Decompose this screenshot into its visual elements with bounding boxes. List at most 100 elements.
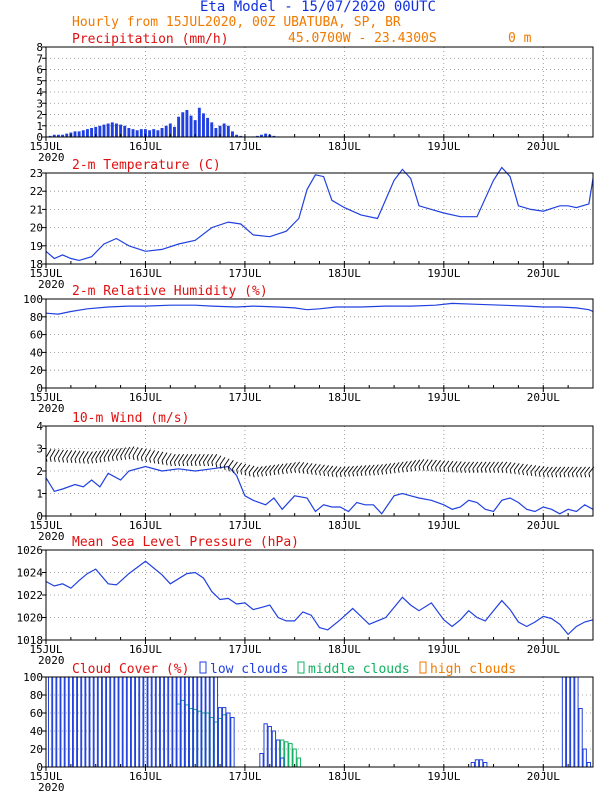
y-tick-label: 1026 [17, 544, 44, 557]
wind-barb-tail [455, 468, 458, 473]
low-cloud-bar [217, 707, 223, 768]
wind-barb-tail [128, 455, 131, 460]
wind-barb [472, 461, 479, 470]
y-tick-label: 60 [30, 707, 43, 720]
low-cloud-bar [574, 676, 579, 768]
wind-barb-tail [120, 456, 123, 461]
wind-barb-tail [393, 469, 396, 474]
wind-barb [534, 465, 541, 473]
wind-barb [45, 448, 52, 458]
wind-barb [157, 451, 164, 461]
wind-barb-tail [356, 472, 359, 477]
low-cloud-bar [81, 676, 86, 768]
wind-barb-tail [339, 472, 342, 478]
wind-barb-tail [62, 458, 65, 463]
wind-barb-tail [435, 467, 437, 472]
precip-bar [94, 126, 98, 137]
low-cloud-bar [280, 757, 285, 768]
wind-barb [352, 465, 359, 473]
wind-barb [373, 464, 379, 472]
wind-barb-tail [145, 457, 147, 463]
wind-barb-tail [439, 467, 442, 472]
low-cloud-bar [271, 730, 277, 768]
clouds-title: Cloud Cover (%) [72, 662, 189, 677]
x-tick-label: 16JUL [129, 140, 162, 153]
wind-barb-tail [401, 468, 404, 473]
wind-barb-tail [165, 461, 168, 466]
wind-panel: 0 1 2 3 4 15JUL 16JUL 17JUL 18JUL 19JUL 20JUL 2020 1… [29, 411, 595, 543]
low-cloud-bar [205, 676, 210, 768]
wind-barb [580, 466, 586, 474]
wind-barb [281, 463, 288, 471]
low-cloud-bar [72, 676, 78, 768]
wind-barb-tail [302, 469, 305, 474]
wind-barb [236, 462, 242, 470]
precip-bar [81, 130, 85, 137]
wind-barb [219, 457, 226, 465]
high-cloud-legend-swatch [419, 661, 427, 674]
precip-bar [255, 135, 259, 137]
wind-barb [277, 463, 284, 471]
low-cloud-bar [85, 676, 90, 768]
wind-barb-tail [372, 471, 375, 476]
wind-barb-tail [459, 468, 462, 473]
low-cloud-bar [483, 762, 488, 768]
mid-cloud-legend-swatch [297, 661, 305, 674]
wind-barb [484, 461, 491, 470]
wind-barb-tail [497, 468, 500, 473]
wind-barb [447, 460, 454, 469]
low-cloud-bar [197, 676, 202, 768]
wind-barb [244, 464, 251, 472]
wind-barb [116, 447, 122, 457]
wind-barb-tail [410, 467, 413, 472]
wind-barb-tail [443, 467, 446, 472]
wind-barb [111, 448, 118, 458]
temperature-series-line [45, 166, 594, 262]
wind-barb [190, 453, 197, 463]
wind-barb-tail [111, 456, 114, 462]
wind-barb [464, 461, 470, 470]
precip-bar [123, 125, 127, 137]
wind-barb-tail [174, 461, 176, 467]
wind-barb-tail [277, 470, 280, 475]
y-tick-label: 20 [30, 743, 43, 756]
wind-barb-tail [555, 473, 558, 478]
y-tick-label: 21 [30, 203, 43, 216]
wind-barb [95, 450, 102, 460]
y-tick-label: 40 [30, 725, 43, 738]
wind-barb [344, 466, 350, 474]
low-cloud-bar [582, 748, 587, 768]
wind-barb [186, 453, 193, 463]
y-tick-label: 0 [36, 131, 43, 144]
precip-bar [226, 125, 230, 137]
precip-bar [264, 133, 268, 137]
humidity-panel: 0 20 40 60 80 100 15JUL 16JUL 17JUL 18JUL 19JUL 20J… [23, 284, 594, 415]
low-cloud-bar [155, 676, 161, 768]
wind-barb [335, 466, 342, 474]
x-tick-label: 20JUL [527, 770, 560, 783]
low-cloud-bar [64, 676, 69, 768]
wind-barb-tail [298, 469, 301, 474]
low-cloud-bar [193, 676, 198, 768]
wind-barb [182, 453, 189, 463]
precip-bar [98, 125, 102, 137]
wind-barb [377, 464, 383, 472]
wind-barb-tail [509, 469, 512, 474]
x-tick-label: 15JUL [29, 140, 62, 153]
wind-barb-tail [343, 472, 346, 477]
wind-barb [360, 465, 367, 473]
low-cloud-bar [122, 676, 127, 768]
wind-barb-tail [364, 471, 367, 476]
wind-barb [389, 462, 396, 470]
wind-barb-tail [161, 460, 164, 465]
precip-bar [77, 131, 81, 137]
wind-barb-tail [136, 456, 139, 461]
y-tick-label: 80 [30, 311, 43, 324]
y-tick-label: 1 [36, 120, 43, 133]
wind-barb-tail [468, 468, 471, 473]
wind-barb-tail [132, 455, 135, 461]
humidity-frame [45, 298, 594, 389]
year-label: 2020 [38, 402, 65, 415]
wind-barb-tail [215, 463, 218, 468]
x-tick-label: 16JUL [129, 519, 162, 532]
